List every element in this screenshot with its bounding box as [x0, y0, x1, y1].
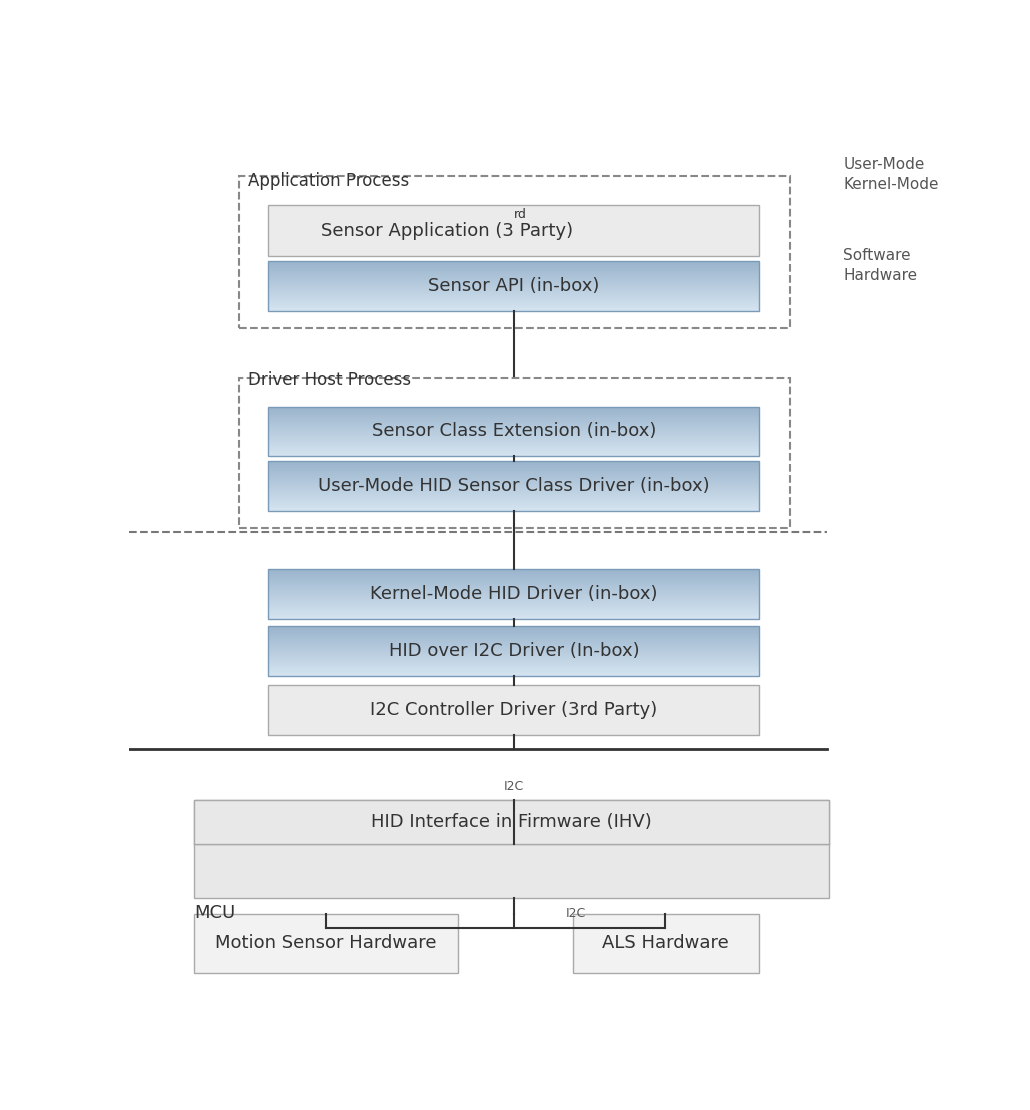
Text: HID over I2C Driver (In-box): HID over I2C Driver (In-box): [388, 643, 640, 660]
Text: Hardware: Hardware: [844, 268, 918, 283]
Text: I2C Controller Driver (3rd Party): I2C Controller Driver (3rd Party): [370, 702, 657, 719]
Bar: [195, 800, 829, 898]
Bar: [195, 915, 457, 972]
Bar: [269, 261, 759, 311]
Text: Software: Software: [844, 248, 911, 263]
Text: Motion Sensor Hardware: Motion Sensor Hardware: [215, 935, 437, 952]
Bar: [573, 915, 758, 972]
Bar: [269, 685, 759, 735]
Bar: [239, 379, 790, 528]
Text: User-Mode HID Sensor Class Driver (in-box): User-Mode HID Sensor Class Driver (in-bo…: [318, 477, 710, 495]
Text: Party): Party): [514, 222, 573, 240]
Bar: [195, 800, 829, 845]
Bar: [269, 626, 759, 676]
Text: User-Mode: User-Mode: [844, 158, 925, 172]
Text: Kernel-Mode HID Driver (in-box): Kernel-Mode HID Driver (in-box): [370, 585, 658, 603]
Text: rd: rd: [514, 209, 526, 221]
Text: Driver Host Process: Driver Host Process: [248, 371, 412, 388]
Text: I2C: I2C: [504, 780, 523, 793]
Text: Sensor API (in-box): Sensor API (in-box): [428, 278, 599, 295]
Text: I2C: I2C: [565, 907, 586, 920]
Text: Sensor Class Extension (in-box): Sensor Class Extension (in-box): [372, 423, 656, 441]
Bar: [239, 176, 790, 329]
Text: HID Interface in Firmware (IHV): HID Interface in Firmware (IHV): [371, 814, 652, 831]
Bar: [269, 569, 759, 618]
Text: ALS Hardware: ALS Hardware: [603, 935, 729, 952]
Bar: [269, 406, 759, 456]
Text: Application Process: Application Process: [248, 172, 410, 190]
Text: MCU: MCU: [195, 905, 236, 922]
Text: Sensor Application (3: Sensor Application (3: [321, 222, 514, 240]
Text: Kernel-Mode: Kernel-Mode: [844, 176, 938, 192]
Bar: [269, 205, 759, 256]
Bar: [269, 462, 759, 511]
